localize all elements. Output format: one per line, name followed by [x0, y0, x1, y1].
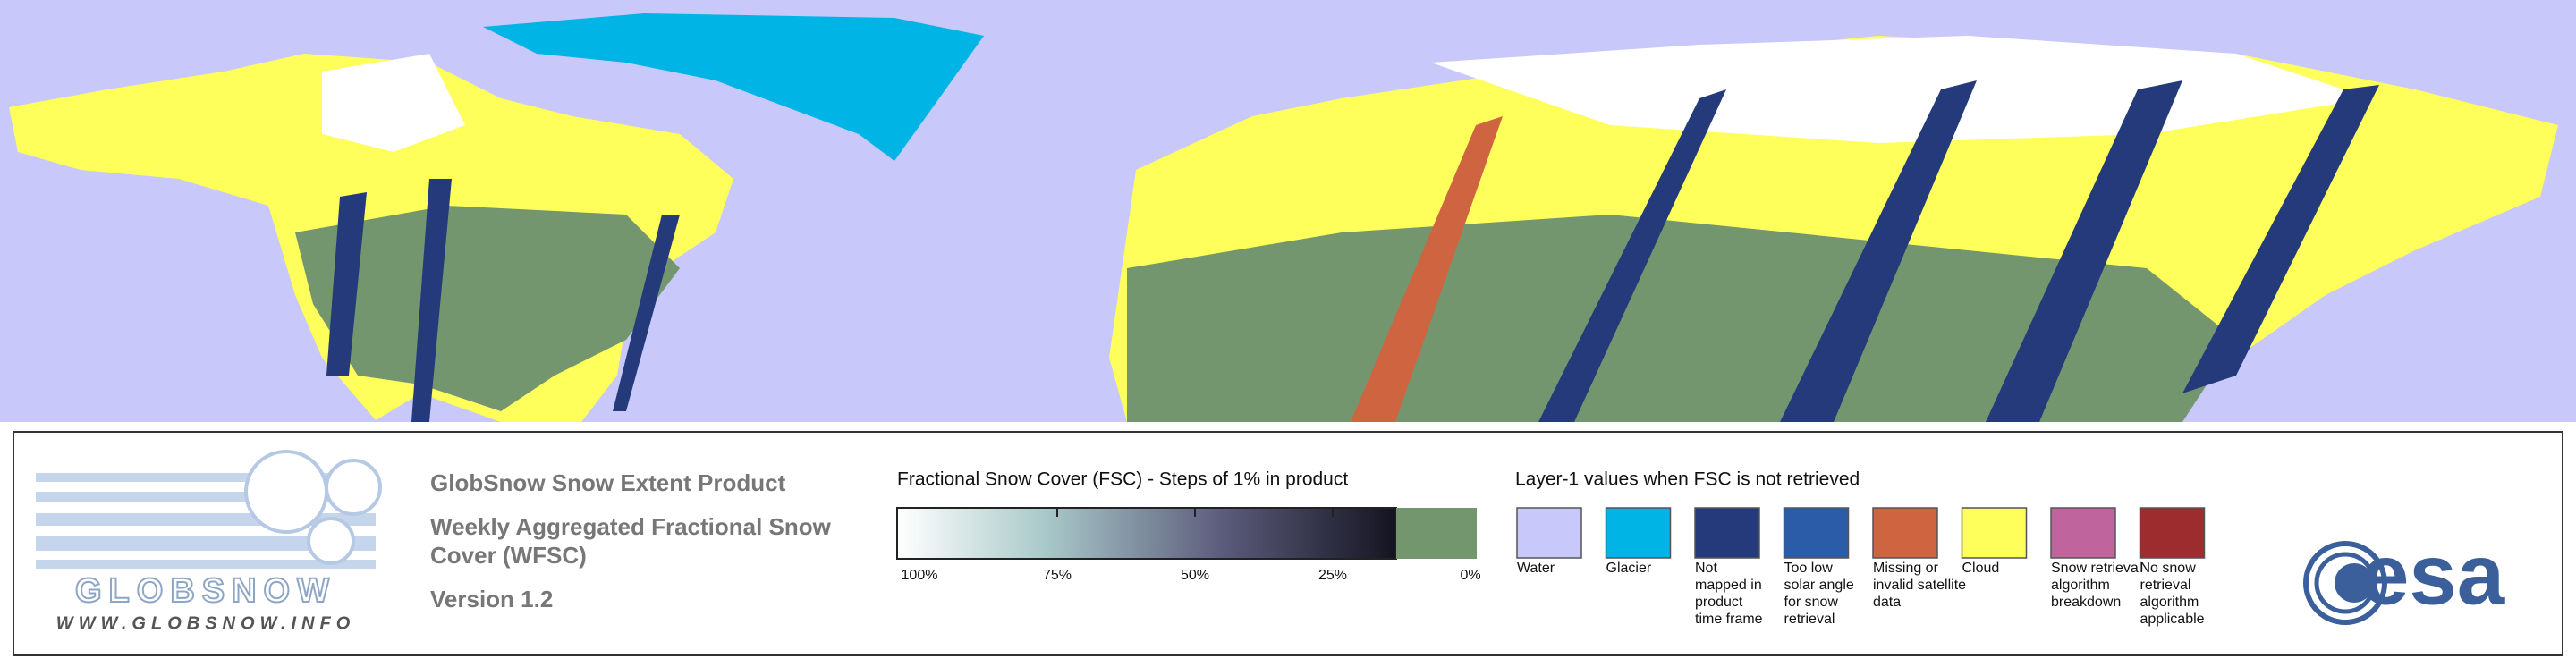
not-mapped-swath — [1780, 80, 1977, 422]
layer1-label: retrieval — [2140, 578, 2191, 593]
layer1-label: Missing or — [1873, 561, 1939, 576]
globsnow-logo: GLOBSNOW WWW.GLOBSNOW.INFO — [36, 450, 382, 633]
layer1-label: algorithm — [2140, 595, 2199, 610]
layer1-swatch — [1694, 507, 1760, 559]
fsc-no-snow-swatch — [1396, 508, 1477, 559]
layer1-swatch — [1605, 507, 1672, 559]
fsc-tick-label: 50% — [1181, 568, 1209, 583]
layer1-swatch — [1783, 507, 1850, 559]
not-mapped-swath — [613, 215, 680, 411]
fsc-tick-label: 25% — [1318, 568, 1347, 583]
layer1-swatch — [1961, 507, 2028, 559]
layer1-swatch — [1516, 507, 1582, 559]
north-america-no-snow — [295, 206, 680, 411]
esa-text: esa — [2361, 527, 2505, 622]
esa-ring — [2303, 541, 2387, 625]
layer1-label: Glacier — [1606, 561, 1652, 576]
fsc-tick-label: 0% — [1460, 568, 1480, 583]
layer1-label: applicable — [2140, 612, 2205, 627]
layer1-label: Snow retrieval — [2051, 561, 2141, 576]
layer1-label: Not — [1695, 561, 1717, 576]
logo-url: WWW.GLOBSNOW.INFO — [56, 613, 356, 633]
layer1-title: Layer-1 values when FSC is not retrieved — [1515, 469, 1860, 490]
not-mapped-swath — [326, 192, 367, 376]
snow — [322, 54, 465, 152]
not-mapped-swath — [411, 179, 452, 422]
logo-stripe — [36, 536, 376, 551]
snowflake — [244, 450, 328, 534]
not-mapped-swath — [1538, 89, 1726, 422]
layer1-swatch — [1872, 507, 1938, 559]
greenland — [483, 13, 984, 161]
layer1-label: product — [1695, 595, 1743, 610]
logo-name: GLOBSNOW — [75, 572, 336, 610]
layer1-swatch — [2139, 507, 2206, 559]
fsc-tick-label: 75% — [1043, 568, 1072, 583]
layer1-label: algorithm — [2051, 578, 2110, 593]
not-mapped-swath — [2182, 85, 2379, 393]
missing-swath — [1351, 116, 1503, 422]
layer1-label: No snow — [2140, 561, 2197, 576]
layer1-label: mapped in — [1695, 578, 1762, 593]
snowflake — [325, 459, 382, 516]
esa-logo: esa — [2303, 527, 2505, 625]
fsc-legend: Fractional Snow Cover (FSC) - Steps of 1… — [896, 469, 1477, 560]
map — [0, 0, 2576, 422]
layer1-swatch — [2050, 507, 2116, 559]
layer1-label: Water — [1517, 561, 1555, 576]
layer1-label: Cloud — [1962, 561, 2000, 576]
layer1-label: for snow — [1784, 595, 1839, 610]
product-subtitle: Cover (WFSC) — [430, 542, 587, 569]
fsc-title: Fractional Snow Cover (FSC) - Steps of 1… — [897, 469, 1348, 490]
product-info: GlobSnow Snow Extent Product Weekly Aggr… — [430, 469, 832, 612]
product-version: Version 1.2 — [430, 586, 553, 612]
layer1-label: solar angle — [1784, 578, 1854, 593]
layer1-legend: Water Glacier Not mapped in product time fram… — [1516, 507, 2206, 627]
fsc-ticks: 100% 75% 50% 25% 0% — [902, 508, 1481, 583]
fsc-colorbar — [896, 507, 1397, 560]
layer1-label: Too low — [1784, 561, 1834, 576]
logo-stripe — [36, 560, 376, 569]
fsc-tick-label: 100% — [902, 568, 938, 583]
logo-stripe — [36, 473, 376, 482]
esa-core — [2334, 563, 2374, 603]
layer1-label: retrieval — [1784, 612, 1835, 627]
product-title: GlobSnow Snow Extent Product — [430, 469, 786, 496]
layer1-label: data — [1873, 595, 1901, 610]
snowflake — [307, 517, 355, 565]
product-subtitle: Weekly Aggregated Fractional Snow — [430, 513, 832, 540]
not-mapped-swath — [1986, 80, 2182, 422]
layer1-label: invalid satellite — [1873, 578, 1966, 593]
layer1-label: breakdown — [2051, 595, 2121, 610]
layer1-label: time frame — [1695, 612, 1763, 627]
